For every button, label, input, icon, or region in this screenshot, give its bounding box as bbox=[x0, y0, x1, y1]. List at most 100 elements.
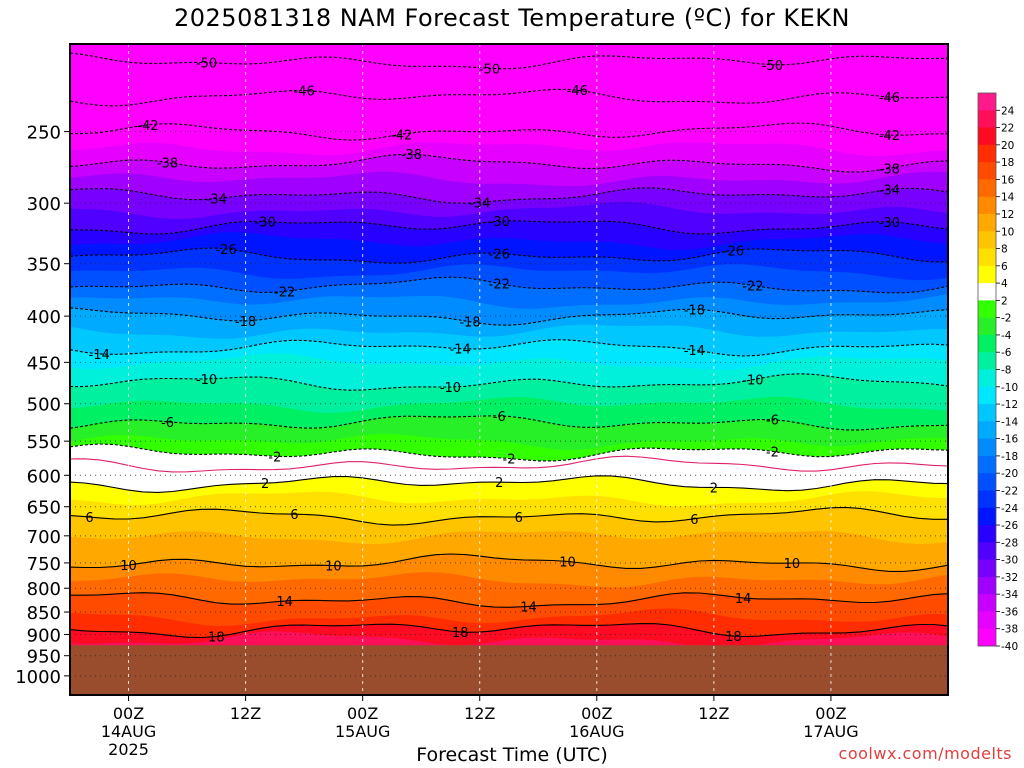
contour-label: -22 bbox=[489, 278, 510, 293]
colorbar-label: -36 bbox=[1001, 606, 1018, 618]
colorbar-label: -40 bbox=[1001, 641, 1018, 653]
y-tick-label: 850 bbox=[27, 603, 61, 624]
colorbar-swatch bbox=[978, 144, 996, 163]
contour-label: -22 bbox=[742, 279, 763, 294]
colorbar-label: -6 bbox=[1001, 347, 1012, 359]
colorbar-swatch bbox=[978, 196, 996, 215]
colorbar-swatch bbox=[978, 248, 996, 267]
colorbar-label: -10 bbox=[1001, 382, 1018, 394]
contour-line bbox=[70, 475, 948, 493]
colorbar-swatch bbox=[978, 317, 996, 336]
x-axis-label: Forecast Time (UTC) bbox=[416, 744, 608, 766]
y-tick-label: 450 bbox=[27, 353, 61, 374]
colorbar-label: -28 bbox=[1001, 537, 1018, 549]
colorbar-swatch bbox=[978, 110, 996, 129]
x-tick-label: 15AUG bbox=[335, 722, 390, 741]
colorbar-label: 2 bbox=[1001, 295, 1008, 307]
y-tick-label: 900 bbox=[27, 625, 61, 646]
colorbar-label: -22 bbox=[1001, 485, 1018, 497]
contour-line bbox=[70, 276, 948, 294]
colorbar-label: -18 bbox=[1001, 451, 1018, 463]
x-tick-label: 14AUG bbox=[101, 722, 156, 741]
colorbar-label: 20 bbox=[1001, 140, 1014, 152]
contour-line bbox=[70, 443, 948, 462]
contour-label: 10 bbox=[120, 559, 137, 574]
contour-label: -6 bbox=[493, 410, 506, 425]
contour-label: 6 bbox=[290, 508, 298, 523]
contour-line bbox=[70, 153, 948, 173]
contour-label: -46 bbox=[879, 91, 900, 106]
colorbar-label: -24 bbox=[1001, 503, 1018, 515]
contour-label: -22 bbox=[274, 285, 295, 300]
y-tick-label: 650 bbox=[27, 498, 61, 519]
contour-label: -42 bbox=[137, 119, 158, 134]
colorbar-swatch bbox=[978, 93, 996, 111]
colorbar-label: -32 bbox=[1001, 572, 1018, 584]
contour-line bbox=[70, 415, 948, 431]
colorbar-label: 22 bbox=[1001, 123, 1014, 135]
contour-label: -18 bbox=[459, 316, 480, 331]
contour-line bbox=[70, 122, 948, 141]
contour-line bbox=[70, 187, 948, 204]
plot-frame bbox=[69, 43, 949, 696]
x-tick-label: 2025 bbox=[108, 740, 149, 759]
colorbar-label: -34 bbox=[1001, 589, 1018, 601]
colorbar-swatch bbox=[978, 438, 996, 457]
colorbar-swatch bbox=[978, 386, 996, 405]
x-tick-label: 00Z bbox=[815, 704, 846, 723]
colorbar-swatch bbox=[978, 421, 996, 440]
colorbar-swatch bbox=[978, 300, 996, 319]
contour-line bbox=[70, 592, 948, 608]
y-tick-label: 400 bbox=[27, 307, 61, 328]
contour-label: -42 bbox=[391, 128, 412, 143]
colorbar-label: -14 bbox=[1001, 416, 1018, 428]
contour-line bbox=[70, 623, 948, 639]
contour-label: -14 bbox=[450, 343, 471, 358]
colorbar-label: -8 bbox=[1001, 365, 1011, 377]
colorbar-swatch bbox=[978, 507, 996, 526]
plot-area: -50 -50 -50 -46 -46 -46 -42 -42 -42 -38 -38 -38 -34 -… bbox=[70, 44, 948, 695]
contour-label: -34 bbox=[469, 196, 490, 211]
colorbar-label: 10 bbox=[1001, 226, 1014, 238]
contour-label: 6 bbox=[515, 511, 523, 526]
contour-line bbox=[70, 52, 948, 70]
y-tick-label: 350 bbox=[27, 255, 61, 276]
colorbar-swatch bbox=[978, 404, 996, 422]
contour-line bbox=[70, 220, 948, 235]
contour-label: 14 bbox=[735, 592, 752, 607]
colorbar-swatch bbox=[978, 473, 996, 491]
colorbar-swatch bbox=[978, 594, 996, 612]
contour-line bbox=[70, 247, 948, 264]
colorbar-label: 12 bbox=[1001, 209, 1014, 221]
credit-text: coolwx.com/modelts bbox=[838, 744, 1012, 763]
y-tick-label: 550 bbox=[27, 432, 61, 453]
contour-line bbox=[70, 88, 948, 107]
colorbar-swatch bbox=[978, 179, 996, 198]
y-tick-label: 1000 bbox=[15, 667, 61, 688]
contour-label: -10 bbox=[742, 374, 763, 389]
contour-label: 18 bbox=[725, 630, 742, 645]
contour-label: -18 bbox=[684, 303, 705, 318]
contour-label: -30 bbox=[254, 216, 275, 231]
contour-label: 10 bbox=[559, 555, 576, 570]
contour-label: -42 bbox=[879, 129, 900, 144]
chart-title: 2025081318 NAM Forecast Temperature (ºC)… bbox=[173, 4, 850, 32]
colorbar-label: 6 bbox=[1001, 261, 1008, 273]
colorbar-swatch bbox=[978, 490, 996, 509]
y-tick-label: 800 bbox=[27, 579, 61, 600]
colorbar-swatch bbox=[978, 162, 996, 180]
contour-label: -30 bbox=[879, 216, 900, 231]
contour-line bbox=[70, 553, 948, 572]
colorbar-label: -30 bbox=[1001, 555, 1018, 567]
colorbar-label: -26 bbox=[1001, 520, 1018, 532]
contour-label: 2 bbox=[261, 477, 269, 492]
contour-label: -2 bbox=[268, 450, 281, 465]
colorbar-swatch bbox=[978, 334, 996, 353]
colorbar-label: -16 bbox=[1001, 434, 1018, 446]
contour-label: -10 bbox=[440, 381, 461, 396]
colorbar-label: -12 bbox=[1001, 399, 1018, 411]
x-tick-label: 00Z bbox=[113, 704, 144, 723]
contour-label: -14 bbox=[684, 344, 705, 359]
colorbar-swatch bbox=[978, 576, 996, 595]
